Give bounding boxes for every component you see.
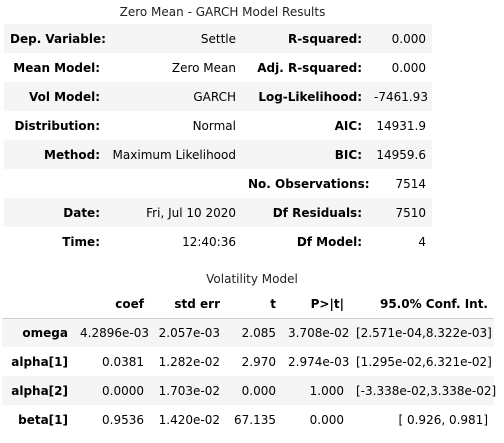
- row-label: Log-Likelihood:: [242, 82, 368, 111]
- row-label: BIC:: [242, 140, 368, 169]
- table-cell: 1.282e-02: [158, 354, 220, 369]
- table-cell: 67.135: [234, 412, 276, 427]
- table-row: Dep. Variable: Settle R-squared: 0.000: [4, 24, 432, 53]
- table-cell: 2.057e-03: [150, 318, 226, 347]
- header-row: coef std err t P>|t| 95.0% Conf. Int.: [2, 290, 494, 319]
- table-row: Date: Fri, Jul 10 2020 Df Residuals: 751…: [4, 198, 432, 227]
- table-cell: 2.085: [226, 318, 282, 347]
- table-cell: 0.0000: [74, 376, 150, 405]
- row-label: Df Model:: [296, 234, 362, 249]
- volatility-model-caption: Volatility Model: [206, 272, 298, 286]
- table-row: Mean Model: Zero Mean Adj. R-squared: 0.…: [4, 53, 432, 82]
- table-cell: [ 0.926, 0.981]: [398, 412, 488, 427]
- table-cell: 3.708e-02: [282, 318, 350, 347]
- volatility-model-table: coef std err t P>|t| 95.0% Conf. Int. om…: [2, 290, 496, 434]
- row-label: Method:: [4, 140, 106, 169]
- table-cell: 1.420e-02: [158, 412, 220, 427]
- row-value: [106, 169, 242, 198]
- table-cell: [2.571e-04,8.322e-03]: [350, 318, 494, 347]
- row-label: [4, 169, 106, 198]
- row-value: 12:40:36: [182, 234, 236, 249]
- row-value: Zero Mean: [171, 60, 236, 75]
- column-header: [2, 290, 74, 319]
- table-row: Time: 12:40:36 Df Model: 4: [4, 227, 432, 256]
- row-value: Settle: [106, 24, 242, 53]
- table-row: beta[1] 0.9536 1.420e-02 67.135 0.000 [ …: [2, 405, 494, 434]
- parameter-name: omega: [2, 318, 74, 347]
- table-row: omega 4.2896e-03 2.057e-03 2.085 3.708e-…: [2, 318, 494, 347]
- row-value: Maximum Likelihood: [106, 140, 242, 169]
- row-value: -7461.93: [368, 82, 432, 111]
- row-value: 4: [418, 234, 426, 249]
- row-label: Date:: [4, 198, 106, 227]
- column-header: coef: [74, 290, 150, 319]
- table-cell: 0.0381: [102, 354, 144, 369]
- row-value: 0.000: [368, 24, 432, 53]
- table-cell: 0.000: [226, 376, 282, 405]
- table-cell: 0.9536: [102, 412, 144, 427]
- row-label: Adj. R-squared:: [257, 60, 362, 75]
- column-header: std err: [150, 290, 226, 319]
- table-cell: 1.703e-02: [150, 376, 226, 405]
- table-cell: 2.970: [241, 354, 276, 369]
- table-row: No. Observations: 7514: [4, 169, 432, 198]
- row-value: 14959.6: [368, 140, 432, 169]
- row-label: Df Residuals:: [242, 198, 368, 227]
- parameter-name: beta[1]: [18, 412, 68, 427]
- row-label: Distribution:: [14, 118, 100, 133]
- table-cell: [1.295e-02,6.321e-02]: [356, 354, 492, 369]
- table-row: Method: Maximum Likelihood BIC: 14959.6: [4, 140, 432, 169]
- table-row: alpha[2] 0.0000 1.703e-02 0.000 1.000 [-…: [2, 376, 496, 405]
- row-value: 0.000: [391, 60, 426, 75]
- row-value: 14931.9: [376, 118, 426, 133]
- column-header: t: [226, 290, 282, 319]
- table-cell: 2.974e-03: [288, 354, 350, 369]
- table-row: Vol Model: GARCH Log-Likelihood: -7461.9…: [4, 82, 432, 111]
- model-results-caption: Zero Mean - GARCH Model Results: [119, 5, 326, 19]
- row-label: No. Observations:: [248, 176, 370, 191]
- table-cell: 0.000: [309, 412, 344, 427]
- row-label: AIC:: [334, 118, 362, 133]
- row-label: Vol Model:: [4, 82, 106, 111]
- row-label: Time:: [62, 234, 100, 249]
- model-results-table: Dep. Variable: Settle R-squared: 0.000 M…: [4, 24, 432, 256]
- column-header: 95.0% Conf. Int.: [350, 290, 494, 319]
- row-value: 7510: [368, 198, 432, 227]
- table-cell: 1.000: [282, 376, 350, 405]
- parameter-name: alpha[2]: [2, 376, 74, 405]
- row-value: GARCH: [106, 82, 242, 111]
- column-header: P>|t|: [282, 290, 350, 319]
- table-row: alpha[1] 0.0381 1.282e-02 2.970 2.974e-0…: [2, 347, 494, 376]
- table-cell: [-3.338e-02,3.338e-02]: [350, 376, 496, 405]
- row-label: R-squared:: [242, 24, 368, 53]
- row-value: 7514: [395, 176, 426, 191]
- parameter-name: alpha[1]: [11, 354, 68, 369]
- row-label: Dep. Variable:: [4, 24, 106, 53]
- row-label: Mean Model:: [13, 60, 100, 75]
- row-value: Fri, Jul 10 2020: [106, 198, 242, 227]
- table-cell: 4.2896e-03: [74, 318, 150, 347]
- row-value: Normal: [192, 118, 236, 133]
- table-row: Distribution: Normal AIC: 14931.9: [4, 111, 432, 140]
